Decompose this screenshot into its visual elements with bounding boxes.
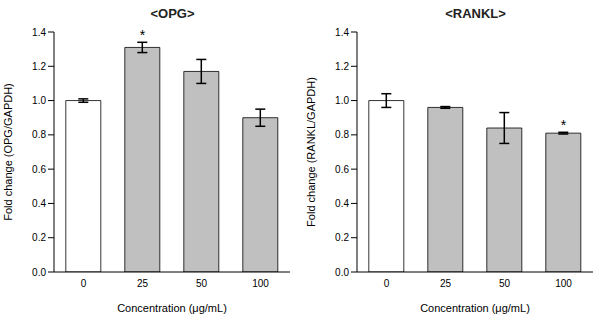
svg-text:0.2: 0.2 (32, 232, 46, 243)
svg-text:0.4: 0.4 (335, 198, 349, 209)
svg-text:*: * (561, 117, 567, 133)
html-text:<OPG>: <OPG> (150, 6, 195, 21)
html-text:<RANKL>: <RANKL> (445, 6, 506, 21)
svg-text:Fold change (OPG/GAPDH): Fold change (OPG/GAPDH) (8, 83, 14, 221)
svg-text:25: 25 (137, 278, 149, 289)
svg-text:0.6: 0.6 (335, 164, 349, 175)
svg-text:1.0: 1.0 (335, 95, 349, 106)
svg-text:100: 100 (252, 278, 269, 289)
svg-text:0: 0 (81, 278, 87, 289)
svg-text:0.2: 0.2 (335, 232, 349, 243)
svg-text:100: 100 (555, 278, 572, 289)
svg-text:0: 0 (384, 278, 390, 289)
svg-text:1.2: 1.2 (335, 61, 349, 72)
svg-text:0.6: 0.6 (32, 164, 46, 175)
svg-text:50: 50 (196, 278, 208, 289)
svg-text:1.0: 1.0 (32, 95, 46, 106)
svg-text:0.0: 0.0 (32, 267, 46, 278)
svg-text:Concentration (μg/mL): Concentration (μg/mL) (420, 302, 530, 314)
svg-text:1.2: 1.2 (32, 61, 46, 72)
svg-text:Concentration (μg/mL): Concentration (μg/mL) (117, 302, 227, 314)
svg-text:50: 50 (499, 278, 511, 289)
svg-text:25: 25 (440, 278, 452, 289)
svg-text:Fold change (RANKL/GAPDH): Fold change (RANKL/GAPDH) (305, 77, 317, 227)
svg-text:0.0: 0.0 (335, 267, 349, 278)
svg-text:0.8: 0.8 (32, 129, 46, 140)
svg-text:1.4: 1.4 (32, 27, 46, 38)
svg-text:0.8: 0.8 (335, 129, 349, 140)
svg-text:*: * (140, 27, 146, 43)
svg-text:1.4: 1.4 (335, 27, 349, 38)
svg-text:0.4: 0.4 (32, 198, 46, 209)
